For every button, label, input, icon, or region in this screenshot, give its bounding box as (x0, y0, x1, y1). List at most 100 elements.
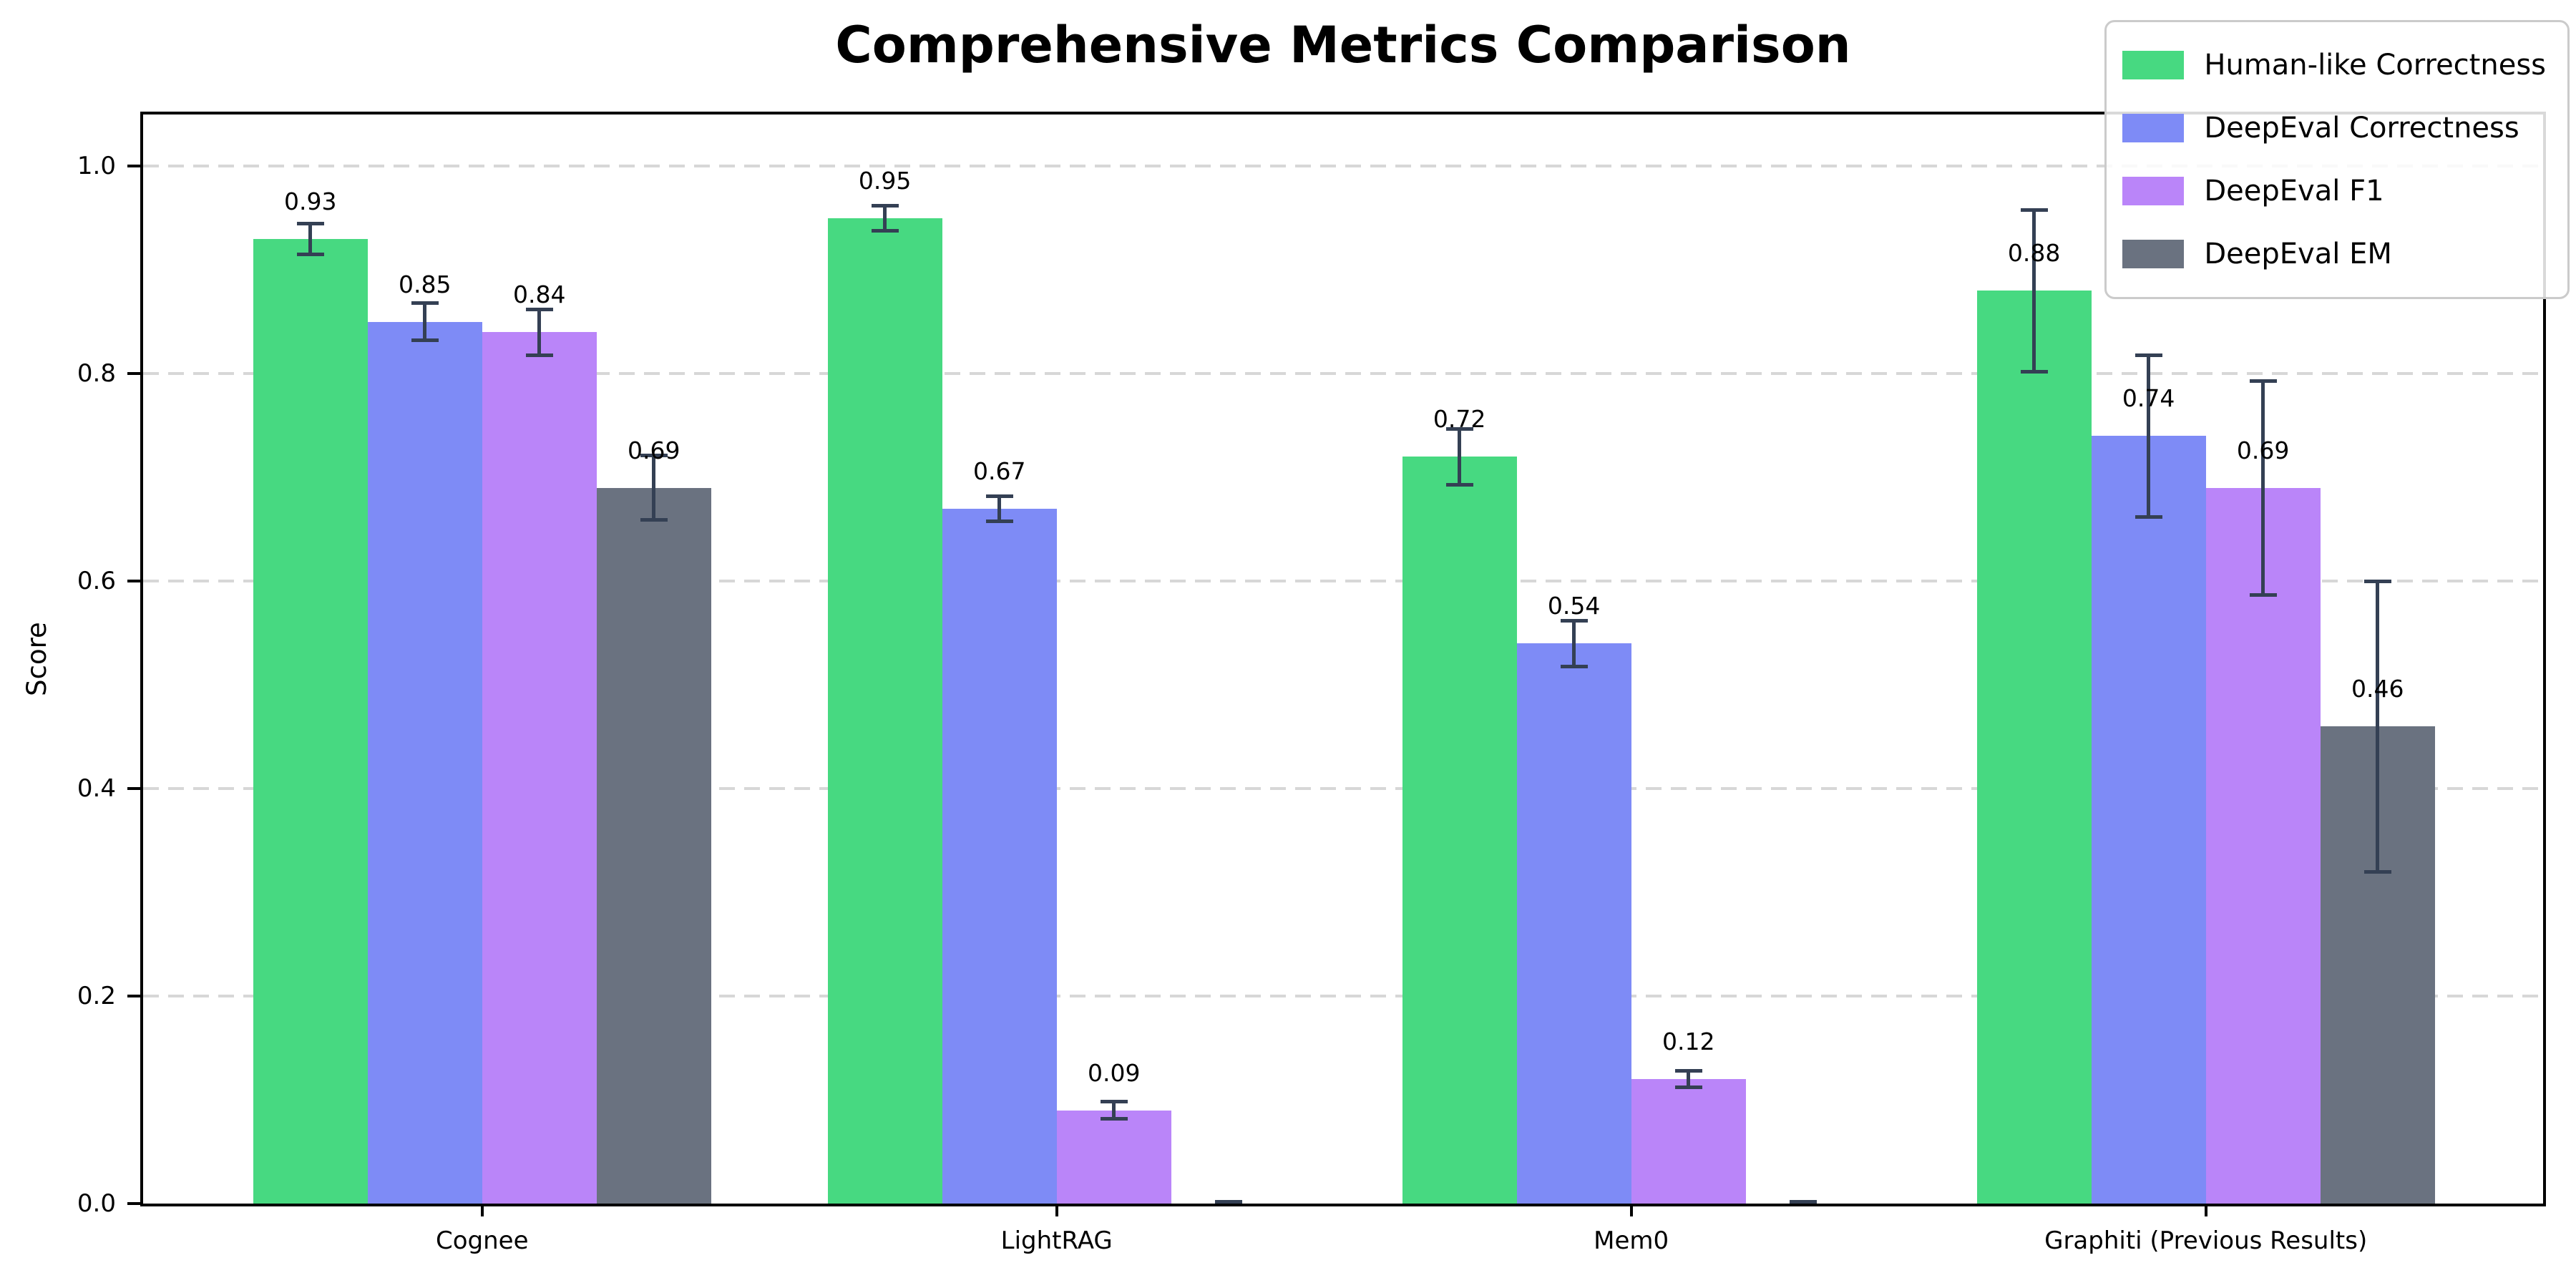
legend-item-human-like-correctness: Human-like Correctness (2122, 34, 2546, 97)
legend-swatch (2122, 177, 2185, 205)
errorbar-cap (1789, 1199, 1817, 1204)
gridline-y-0.2 (143, 995, 2543, 998)
errorbar-cap (985, 494, 1013, 498)
gridline-y-0.6 (143, 580, 2543, 583)
legend-swatch (2122, 51, 2185, 79)
x-tick-label-mem0: Mem0 (1594, 1226, 1669, 1255)
bar-deepeval-correctness-cognee (367, 321, 482, 1204)
bar-deepeval-f1-cognee (482, 332, 597, 1204)
errorbar-line (2032, 210, 2036, 372)
x-tick-mark (2204, 1204, 2207, 1216)
errorbar-cap (411, 338, 439, 343)
bar-value-label: 0.09 (1087, 1058, 1141, 1087)
legend-label: DeepEval Correctness (2204, 112, 2519, 145)
bar-value-label: 0.84 (513, 280, 566, 309)
bar-human-like-correctness-cognee (253, 238, 368, 1204)
bar-deepeval-f1-mem0 (1631, 1079, 1746, 1204)
errorbar-line (537, 309, 542, 356)
errorbar-cap (871, 204, 899, 208)
y-tick-label: 0.0 (77, 1189, 116, 1218)
errorbar-cap (525, 353, 553, 357)
x-tick-mark (480, 1204, 484, 1216)
legend-item-deepeval-correctness: DeepEval Correctness (2122, 97, 2546, 160)
x-tick-label-cognee: Cognee (435, 1226, 529, 1255)
bar-deepeval-em-cognee (596, 487, 711, 1204)
bar-value-label: 0.72 (1433, 405, 1486, 434)
y-tick-mark (127, 580, 143, 583)
bar-deepeval-f1-graphiti-previous-results- (2205, 487, 2321, 1204)
errorbar-cap (640, 518, 668, 522)
errorbar-line (2376, 581, 2380, 872)
bar-value-label: 0.69 (628, 436, 680, 464)
legend-item-deepeval-f1: DeepEval F1 (2122, 160, 2546, 223)
bar-value-label: 0.69 (2236, 436, 2290, 464)
legend: Human-like Correctness DeepEval Correctne… (2104, 20, 2570, 299)
bar-value-label: 0.74 (2122, 384, 2175, 413)
errorbar-cap (985, 519, 1013, 523)
errorbar-cap (640, 454, 668, 458)
y-tick-label: 0.8 (77, 359, 116, 389)
bar-human-like-correctness-graphiti-previous-results- (1976, 291, 2092, 1204)
errorbar-line (1112, 1101, 1116, 1119)
errorbar-line (883, 205, 887, 231)
errorbar-cap (2020, 208, 2048, 212)
errorbar-line (1687, 1070, 1691, 1088)
y-tick-label: 1.0 (77, 152, 116, 181)
errorbar-cap (1100, 1116, 1128, 1121)
errorbar-cap (296, 221, 324, 225)
errorbar-cap (2135, 353, 2162, 357)
bar-value-label: 0.85 (398, 270, 452, 298)
legend-swatch (2122, 240, 2185, 268)
errorbar-cap (2363, 869, 2391, 874)
bar-human-like-correctness-mem0 (1402, 457, 1517, 1204)
chart-title: Comprehensive Metrics Comparison (835, 16, 1851, 74)
errorbar-cap (1674, 1068, 1702, 1073)
bar-value-label: 0.93 (283, 187, 337, 215)
errorbar-cap (1560, 618, 1588, 623)
legend-label: DeepEval EM (2204, 238, 2392, 270)
y-tick-mark (127, 787, 143, 791)
errorbar-line (997, 496, 1002, 522)
errorbar-cap (1560, 664, 1588, 668)
gridline-y-0.8 (143, 372, 2543, 376)
y-tick-label: 0.4 (77, 774, 116, 804)
errorbar-cap (871, 228, 899, 233)
bar-deepeval-correctness-graphiti-previous-results- (2091, 436, 2206, 1204)
bar-deepeval-correctness-mem0 (1516, 643, 1631, 1204)
errorbar-line (423, 303, 427, 341)
legend-label: Human-like Correctness (2204, 49, 2546, 82)
errorbar-cap (2249, 592, 2277, 597)
bar-value-label: 0.46 (2351, 675, 2404, 703)
bar-deepeval-correctness-lightrag (942, 508, 1057, 1204)
errorbar-line (652, 455, 656, 520)
gridline-y-1.0 (143, 165, 2543, 168)
errorbar-line (2147, 355, 2151, 517)
x-tick-mark (1055, 1204, 1058, 1216)
bar-value-label: 0.54 (1547, 592, 1601, 620)
errorbar-cap (1674, 1085, 1702, 1090)
errorbar-cap (2020, 369, 2048, 374)
errorbar-line (1458, 429, 1462, 485)
x-tick-label-graphiti-previous-results-: Graphiti (Previous Results) (2044, 1226, 2368, 1255)
x-tick-label-lightrag: LightRAG (1000, 1226, 1113, 1255)
errorbar-line (2261, 381, 2265, 595)
errorbar-cap (2135, 514, 2162, 519)
bar-value-label: 0.95 (858, 166, 912, 195)
bar-value-label: 0.12 (1662, 1028, 1715, 1056)
errorbar-cap (2363, 579, 2391, 583)
errorbar-line (308, 223, 313, 255)
y-tick-mark (127, 995, 143, 998)
errorbar-cap (1100, 1100, 1128, 1104)
bar-value-label: 0.67 (972, 457, 1026, 485)
x-tick-mark (1629, 1204, 1633, 1216)
gridline-y-0.4 (143, 787, 2543, 791)
y-tick-mark (127, 1202, 143, 1205)
y-tick-label: 0.2 (77, 982, 116, 1011)
errorbar-cap (1445, 426, 1473, 431)
plot-area (143, 114, 2543, 1204)
bar-human-like-correctness-lightrag (827, 218, 942, 1204)
errorbar-cap (411, 301, 439, 306)
legend-item-deepeval-em: DeepEval EM (2122, 223, 2546, 286)
errorbar-cap (1445, 482, 1473, 487)
